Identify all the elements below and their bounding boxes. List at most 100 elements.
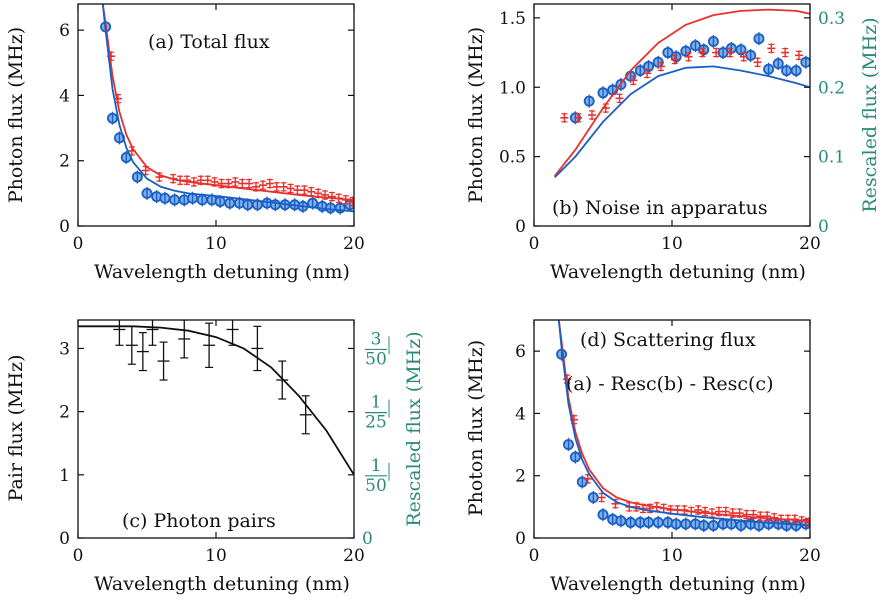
fraction-numerator: 1 bbox=[371, 393, 382, 413]
data-point-cross bbox=[728, 508, 737, 519]
data-point-cross bbox=[656, 61, 665, 72]
data-point-errorbar bbox=[226, 320, 239, 346]
x-tick-label: 20 bbox=[799, 234, 821, 254]
series-line-red bbox=[101, 4, 354, 201]
series-line-blue bbox=[557, 320, 810, 527]
data-point-circle bbox=[583, 94, 595, 108]
data-point-cross bbox=[258, 180, 267, 191]
data-point-circle bbox=[707, 519, 719, 533]
data-point-circle bbox=[325, 201, 337, 215]
data-point-circle bbox=[753, 32, 765, 46]
data-point-circle bbox=[107, 111, 119, 125]
data-point-errorbar bbox=[125, 325, 138, 365]
data-point-cross bbox=[643, 68, 652, 79]
y-tick-label: 6 bbox=[59, 21, 70, 41]
data-point-circle bbox=[634, 515, 646, 529]
data-point-circle bbox=[569, 450, 581, 464]
y-tick-label: 0 bbox=[59, 217, 70, 237]
y-right-tick-fraction: 125 bbox=[365, 393, 390, 433]
plot-area bbox=[556, 320, 810, 533]
panel-d: 0 10 20 0 2 4 6 Wavelength detuning (nm) Photon … bbox=[465, 319, 821, 595]
y-right-axis-title: Rescaled flux (MHz) bbox=[403, 331, 425, 526]
x-tick-label: 10 bbox=[205, 546, 227, 566]
data-point-circle bbox=[772, 57, 784, 71]
y-tick-label: 1 bbox=[59, 466, 70, 486]
x-tick-label: 20 bbox=[343, 234, 365, 254]
y-tick-label: 1.0 bbox=[499, 78, 526, 98]
series-line-red bbox=[557, 320, 810, 522]
x-axis-title: Wavelength detuning (nm) bbox=[94, 261, 350, 283]
data-point-circle bbox=[698, 519, 710, 533]
data-point-circle bbox=[670, 517, 682, 531]
data-point-cross bbox=[694, 504, 703, 515]
data-point-errorbar bbox=[157, 341, 170, 381]
data-point-cross bbox=[794, 50, 803, 61]
y-axis-title: Pair flux (MHz) bbox=[5, 355, 27, 502]
data-point-circle bbox=[563, 438, 575, 452]
y-tick-label: 0 bbox=[515, 529, 526, 549]
data-point-cross bbox=[272, 181, 281, 192]
x-tick-label: 10 bbox=[661, 234, 683, 254]
series-line-blue bbox=[101, 4, 354, 213]
fraction-numerator: 1 bbox=[371, 456, 382, 476]
fraction-numerator: 3 bbox=[371, 329, 382, 349]
plot-area bbox=[78, 320, 354, 476]
data-point-cross bbox=[701, 506, 710, 517]
data-point-circle bbox=[643, 515, 655, 529]
data-point-cross bbox=[265, 178, 274, 189]
data-point-circle bbox=[781, 64, 793, 78]
data-point-circle bbox=[120, 150, 132, 164]
data-point-circle bbox=[800, 55, 810, 69]
data-point-cross bbox=[698, 47, 707, 58]
x-tick-label: 0 bbox=[529, 546, 540, 566]
data-point-circle bbox=[652, 515, 664, 529]
data-point-cross bbox=[767, 43, 776, 54]
data-point-cross bbox=[756, 511, 765, 522]
data-point-circle bbox=[790, 64, 802, 78]
data-point-cross bbox=[560, 112, 569, 123]
data-point-circle bbox=[643, 59, 655, 73]
y-axis-title: Photon flux (MHz) bbox=[465, 27, 487, 203]
data-point-circle bbox=[576, 475, 588, 489]
data-point-circle bbox=[680, 517, 692, 531]
data-point-circle bbox=[634, 64, 646, 78]
data-point-errorbar bbox=[251, 325, 264, 372]
data-point-cross bbox=[574, 112, 583, 123]
y-tick-label: 0 bbox=[515, 217, 526, 237]
x-tick-label: 0 bbox=[73, 234, 84, 254]
panel-title: (b) Noise in apparatus bbox=[552, 197, 768, 219]
data-point-cross bbox=[245, 178, 254, 189]
data-point-errorbar bbox=[203, 322, 216, 368]
y-tick-label: 4 bbox=[515, 404, 526, 424]
data-point-errorbar bbox=[146, 320, 159, 346]
data-point-errorbar bbox=[299, 395, 312, 435]
data-point-cross bbox=[725, 47, 734, 58]
data-point-cross bbox=[684, 51, 693, 62]
x-tick-label: 0 bbox=[529, 234, 540, 254]
y-tick-label: 2 bbox=[59, 403, 70, 423]
panel-subtitle: (a) - Resc(b) - Resc(c) bbox=[566, 373, 774, 395]
plot-frame bbox=[77, 319, 355, 539]
data-point-cross bbox=[300, 185, 309, 196]
data-point-circle bbox=[662, 46, 674, 60]
series-line-red bbox=[553, 8, 810, 177]
data-point-cross bbox=[217, 178, 226, 189]
data-point-circle bbox=[131, 170, 143, 184]
y-right-tick-fraction: 150 bbox=[365, 456, 390, 496]
y-right-tick-label: 0 bbox=[818, 217, 829, 237]
data-point-cross bbox=[763, 511, 772, 522]
y-axis-title: Photon flux (MHz) bbox=[465, 340, 487, 516]
y-right-axis-title: Rescaled flux (MHz) bbox=[859, 17, 881, 212]
data-point-cross bbox=[286, 183, 295, 194]
data-point-cross bbox=[293, 185, 302, 196]
x-axis-title: Wavelength detuning (nm) bbox=[550, 573, 806, 595]
y-tick-label: 6 bbox=[515, 342, 526, 362]
data-point-errorbar bbox=[136, 332, 149, 372]
data-point-cross bbox=[739, 51, 748, 62]
series-line-blue bbox=[554, 65, 810, 179]
data-point-circle bbox=[781, 519, 793, 533]
data-point-cross bbox=[279, 181, 288, 192]
y-tick-label: 2 bbox=[59, 152, 70, 172]
